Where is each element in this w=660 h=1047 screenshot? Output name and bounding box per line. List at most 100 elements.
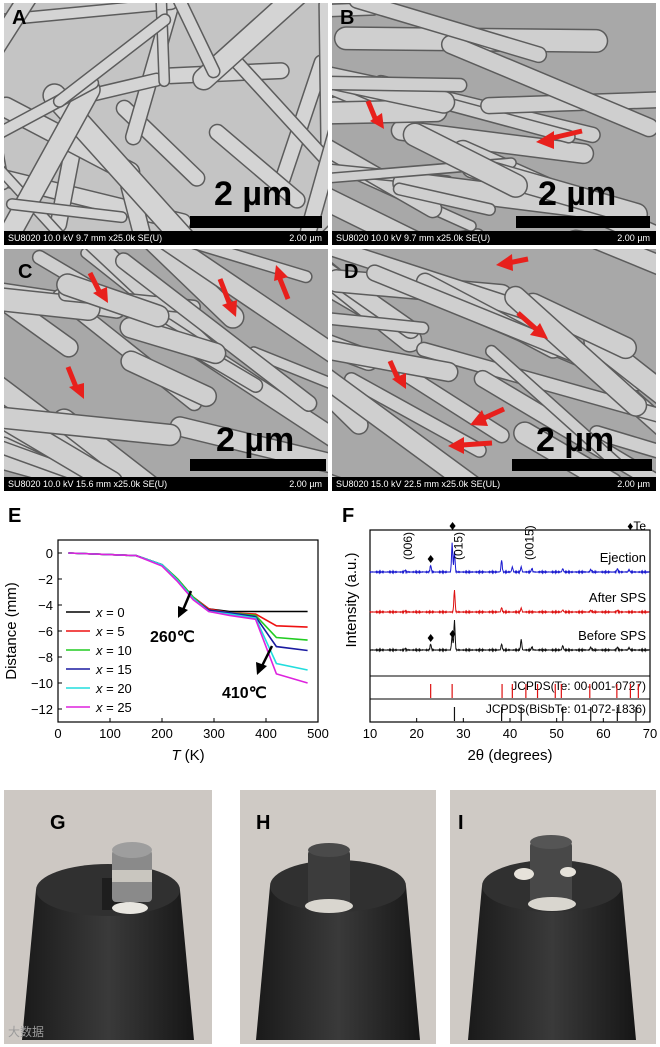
x-tick-label: 200 xyxy=(151,726,173,741)
reference-label: JCPDS(Te: 00-001-0727) xyxy=(511,679,646,693)
arrow-icon xyxy=(87,271,108,303)
te-marker-icon: ♦ xyxy=(426,632,436,645)
scale-bar xyxy=(512,459,652,471)
y-tick-label: 0 xyxy=(46,546,53,561)
arrow-icon xyxy=(516,311,548,339)
chart-e: E 0 100 200 300 400 500 0 −2 −4 −6 −8 −10 −12 T (K) Dis… xyxy=(0,500,330,780)
die-photo xyxy=(240,790,436,1044)
legend-label: x = 15 xyxy=(95,662,132,677)
fiber xyxy=(301,134,328,239)
sem-info-bar: SU8020 10.0 kV 15.6 mm x25.0k SE(U) 2.00 … xyxy=(4,477,328,491)
fiber xyxy=(350,3,546,62)
y-tick-label: −12 xyxy=(31,702,53,717)
te-marker-icon: ♦ xyxy=(448,628,458,641)
fiber xyxy=(120,318,225,363)
fiber xyxy=(332,341,458,381)
pattern-line-0 xyxy=(369,542,650,575)
series-label: After SPS xyxy=(589,590,646,605)
y-axis-label: Distance (mm) xyxy=(3,582,20,680)
fiber xyxy=(53,409,173,491)
scale-bar xyxy=(190,459,326,471)
fiber xyxy=(404,123,527,197)
x-tick-label: 20 xyxy=(409,726,423,741)
te-marker-icon: ♦ xyxy=(426,553,436,566)
x-tick-label: 300 xyxy=(203,726,225,741)
sem-info-text: SU8020 15.0 kV 22.5 mm x25.0k SE(UL) xyxy=(336,479,501,489)
arrow-icon xyxy=(65,366,84,399)
panel-label: E xyxy=(8,505,21,527)
arrow-icon xyxy=(470,406,506,426)
legend-label: x = 0 xyxy=(95,605,125,620)
legend-label: x = 5 xyxy=(95,624,125,639)
panel-label: A xyxy=(12,7,27,29)
panel-label: H xyxy=(256,812,271,834)
fiber xyxy=(332,3,379,16)
photo-panel-g: G 大数据 xyxy=(4,790,212,1044)
x-axis-label: 2θ (degrees) xyxy=(467,747,552,764)
sem-fibers xyxy=(4,3,328,245)
sem-info-text: SU8020 10.0 kV 15.6 mm x25.0k SE(U) xyxy=(8,479,168,489)
fiber xyxy=(523,294,636,358)
fiber xyxy=(4,288,100,320)
sem-fibers xyxy=(332,249,656,491)
x-tick-label: 500 xyxy=(307,726,329,741)
arrow-icon xyxy=(496,254,529,271)
panel-label: B xyxy=(340,7,355,29)
fiber xyxy=(332,386,368,434)
x-tick-label: 30 xyxy=(456,726,470,741)
fiber xyxy=(171,417,328,472)
legend-label: x = 20 xyxy=(95,681,132,696)
y-tick-label: −2 xyxy=(38,572,53,587)
fiber xyxy=(210,125,305,208)
die-photo xyxy=(4,790,212,1044)
x-tick-label: 70 xyxy=(643,726,657,741)
fiber xyxy=(332,100,447,124)
fiber xyxy=(116,253,316,411)
sem-texture xyxy=(4,3,328,245)
fiber xyxy=(394,183,495,215)
fiber xyxy=(332,77,466,92)
fiber xyxy=(590,426,656,458)
scale-bar-label: 2 µm xyxy=(214,175,293,213)
y-tick-label: −8 xyxy=(38,650,53,665)
sem-info-text: SU8020 10.0 kV 9.7 mm x25.0k SE(U) xyxy=(336,233,491,243)
fiber xyxy=(442,36,656,136)
scale-bar xyxy=(516,216,650,228)
fiber xyxy=(332,265,419,338)
panel-label: C xyxy=(18,261,33,283)
peak-label: (006) xyxy=(401,532,415,560)
arrow-icon xyxy=(365,100,384,129)
sem-info-bar: SU8020 15.0 kV 22.5 mm x25.0k SE(UL) 2.00… xyxy=(332,477,656,491)
chart-f: F 10 20 30 40 50 60 70 2θ (degrees) Intensity (a.… xyxy=(330,500,660,780)
panel-label: I xyxy=(458,812,464,834)
fiber xyxy=(332,313,428,334)
chart-e-svg: E 0 100 200 300 400 500 0 −2 −4 −6 −8 −10 −12 T (K) Dis… xyxy=(3,505,329,764)
sem-info-bar: SU8020 10.0 kV 9.7 mm x25.0k SE(U) 2.00 µ… xyxy=(4,231,328,245)
fiber xyxy=(4,408,180,445)
scale-bar xyxy=(190,216,322,228)
y-axis-label: Intensity (a.u.) xyxy=(343,552,360,647)
sem-panel-d: D 2 µm SU8020 15.0 kV 22.5 mm x25.0k SE(… xyxy=(332,249,656,491)
fiber xyxy=(121,351,216,406)
sem-info-text: SU8020 10.0 kV 9.7 mm x25.0k SE(U) xyxy=(8,233,163,243)
x-tick-label: 400 xyxy=(255,726,277,741)
fiber xyxy=(4,451,87,490)
x-tick-label: 60 xyxy=(596,726,610,741)
panel-label: G xyxy=(50,812,66,834)
arrow-icon xyxy=(387,359,406,389)
sem-panel-c: C 2 µm SU8020 10.0 kV 15.6 mm x25.0k SE(… xyxy=(4,249,328,491)
sem-panel-a: A 2 µm SU8020 10.0 kV 9.7 mm x25.0k SE(U… xyxy=(4,3,328,245)
x-tick-label: 100 xyxy=(99,726,121,741)
fiber xyxy=(332,371,496,491)
sem-texture xyxy=(332,249,656,491)
fiber xyxy=(319,3,328,171)
annotation-arrowhead xyxy=(256,662,267,675)
sem-panel-b: B 2 µm SU8020 10.0 kV 9.7 mm x25.0k SE(U… xyxy=(332,3,656,245)
die-photo xyxy=(450,790,656,1044)
sem-info-bar: SU8020 10.0 kV 9.7 mm x25.0k SE(U) 2.00 µ… xyxy=(332,231,656,245)
scale-bar-label: 2 µm xyxy=(538,175,617,213)
sem-info-scale: 2.00 µm xyxy=(289,233,322,243)
x-tick-label: 50 xyxy=(549,726,563,741)
fiber xyxy=(174,3,220,77)
te-marker-icon: ♦ xyxy=(448,520,458,533)
